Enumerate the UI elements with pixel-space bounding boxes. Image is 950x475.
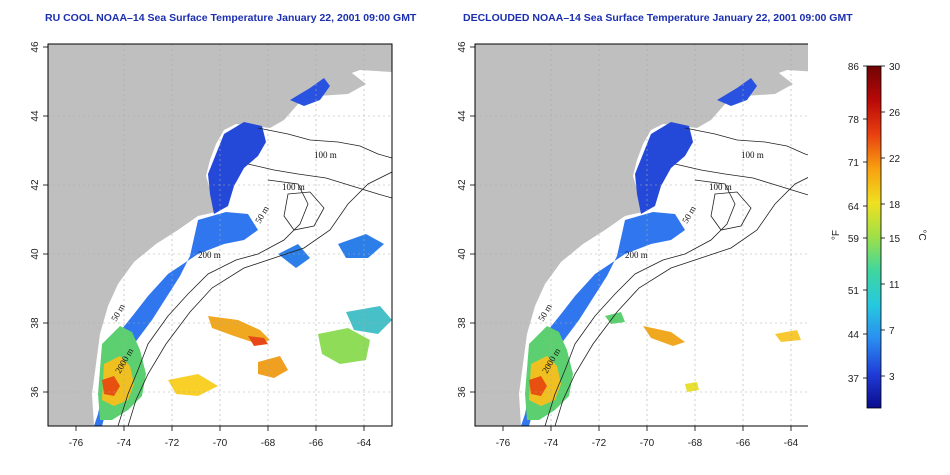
fahrenheit-tick: 86 [848, 62, 860, 73]
right-map-title: DECLOUDED NOAA–14 Sea Surface Temperatur… [463, 12, 853, 24]
x-tick-label: -66 [309, 438, 324, 449]
y-tick-label: 36 [457, 386, 468, 398]
y-tick-label: 40 [30, 248, 41, 260]
y-tick-label: 46 [30, 41, 41, 53]
contour-label: 100 m [282, 182, 305, 192]
x-tick-label: -72 [165, 438, 180, 449]
left-map-title: RU COOL NOAA–14 Sea Surface Temperature … [45, 12, 417, 24]
sst-gulf-of-maine [208, 122, 266, 214]
colorbar-gradient [866, 65, 882, 409]
celsius-tick: 7 [889, 326, 895, 337]
contour-label: 100 m [709, 182, 732, 192]
left-map: 100 m 100 m 50 m 200 m 50 m 2000 m -76 -… [30, 41, 393, 449]
fahrenheit-tick: 71 [848, 158, 860, 169]
x-tick-label: -72 [592, 438, 607, 449]
contour-label: 200 m [198, 250, 221, 260]
y-tick-label: 40 [457, 248, 468, 260]
right-map: 100 m 100 m 50 m 200 m 50 m 2000 m -76 -… [457, 41, 808, 449]
contour-label: 100 m [741, 150, 764, 160]
fahrenheit-unit-label: °F [831, 230, 842, 240]
fahrenheit-tick: 59 [848, 234, 860, 245]
y-tick-label: 44 [457, 110, 468, 122]
y-tick-label: 44 [30, 110, 41, 122]
x-tick-label: -68 [688, 438, 703, 449]
celsius-tick: 26 [889, 108, 901, 119]
sst-gulf-of-maine [635, 122, 693, 214]
y-tick-label: 46 [457, 41, 468, 53]
fahrenheit-tick: 78 [848, 115, 860, 126]
sst-offshore-warm [643, 326, 685, 346]
y-tick-label: 36 [30, 386, 41, 398]
x-tick-label: -74 [544, 438, 559, 449]
x-tick-label: -64 [357, 438, 372, 449]
fahrenheit-tick: 37 [848, 374, 860, 385]
contour-label: 100 m [314, 150, 337, 160]
celsius-tick: 22 [889, 154, 901, 165]
x-tick-label: -70 [640, 438, 655, 449]
celsius-tick: 3 [889, 372, 895, 383]
x-tick-label: -64 [784, 438, 799, 449]
x-tick-label: -74 [117, 438, 132, 449]
y-tick-label: 38 [30, 317, 41, 329]
celsius-tick: 11 [889, 280, 900, 291]
temperature-colorbar: 86 78 71 64 59 51 44 37 30 26 22 18 15 1… [831, 62, 927, 409]
x-tick-label: -68 [261, 438, 276, 449]
sst-bay-of-fundy [717, 78, 757, 106]
x-tick-label: -70 [213, 438, 228, 449]
contour-label: 200 m [625, 250, 648, 260]
land [48, 44, 392, 426]
celsius-unit-label: °C [916, 229, 927, 240]
x-tick-label: -76 [496, 438, 511, 449]
fahrenheit-tick: 51 [848, 286, 860, 297]
celsius-tick: 30 [889, 62, 901, 73]
x-tick-label: -66 [736, 438, 751, 449]
land [475, 44, 808, 426]
fahrenheit-tick: 44 [848, 330, 860, 341]
y-tick-label: 42 [30, 179, 41, 191]
sst-shelf [94, 212, 258, 426]
y-tick-label: 42 [457, 179, 468, 191]
y-tick-label: 38 [457, 317, 468, 329]
x-tick-label: -76 [69, 438, 84, 449]
sst-bay-of-fundy [290, 78, 330, 106]
fahrenheit-tick: 64 [848, 202, 860, 213]
celsius-tick: 15 [889, 234, 901, 245]
sst-shelf [521, 212, 685, 426]
celsius-tick: 18 [889, 200, 901, 211]
